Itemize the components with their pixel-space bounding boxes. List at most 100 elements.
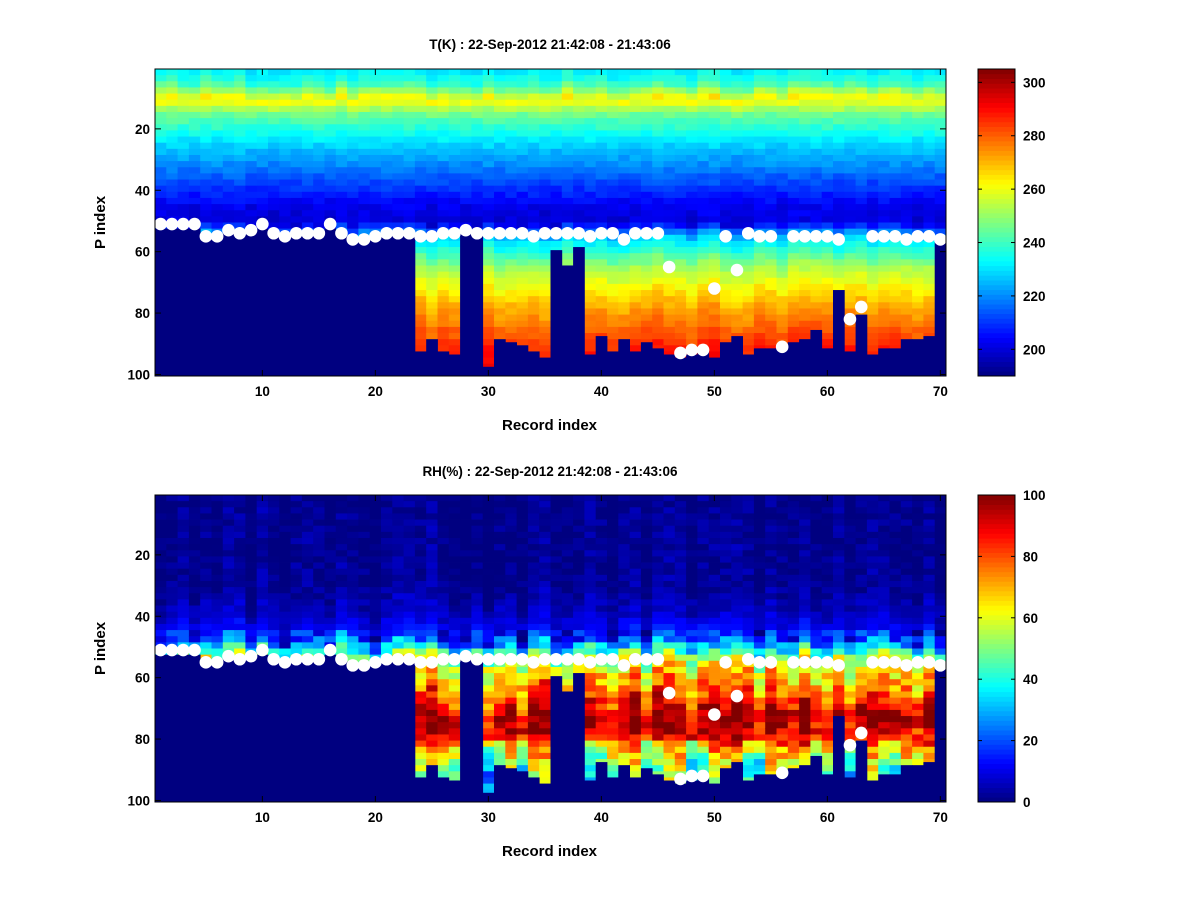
humidity-cell (414, 679, 427, 686)
humidity-cell (234, 507, 246, 514)
temperature-cell (878, 216, 890, 223)
temperature-cell (720, 308, 732, 315)
colorbar-swatch (978, 332, 1015, 339)
humidity-cell (550, 531, 563, 539)
temperature-cell (765, 81, 777, 88)
humidity-cell (731, 716, 743, 723)
temperature-surface-marker (391, 226, 405, 240)
temperature-cell (448, 124, 461, 131)
temperature-cell (482, 277, 495, 285)
temperature-cell (539, 161, 551, 168)
humidity-cell (234, 599, 246, 606)
humidity-cell (324, 593, 337, 600)
temperature-cell (810, 179, 823, 187)
temperature-cell (177, 204, 190, 211)
temperature-cell (889, 142, 902, 150)
humidity-cell (426, 580, 438, 588)
humidity-cell (720, 722, 732, 729)
temperature-cell (607, 259, 619, 266)
humidity-cell (573, 507, 585, 514)
humidity-cell (448, 611, 461, 619)
humidity-cell (629, 679, 642, 686)
humidity-cell (245, 623, 258, 631)
humidity-cell (753, 722, 766, 729)
temperature-cell (324, 197, 337, 205)
humidity-cell (234, 593, 246, 600)
temperature-cell (403, 130, 416, 137)
temperature-cell (256, 87, 269, 94)
humidity-cell (403, 593, 416, 600)
temperature-cell (595, 124, 608, 131)
humidity-cell (482, 580, 495, 588)
temperature-cell (550, 179, 563, 187)
humidity-cell (731, 740, 743, 748)
humidity-cell (686, 623, 698, 631)
temperature-cell (923, 210, 936, 217)
humidity-cell (335, 630, 348, 637)
temperature-cell (765, 265, 777, 273)
temperature-cell (629, 124, 642, 131)
temperature-cell (618, 191, 630, 199)
humidity-cell (313, 537, 325, 545)
humidity-cell (188, 537, 201, 545)
temperature-column (222, 69, 235, 236)
humidity-cell (245, 617, 258, 625)
humidity-cell (494, 685, 506, 692)
temperature-cell (426, 253, 438, 260)
temperature-cell (618, 161, 630, 168)
temperature-cell (414, 290, 427, 297)
temperature-cell (742, 210, 755, 217)
temperature-cell (776, 326, 789, 334)
temperature-cell (279, 197, 291, 205)
temperature-cell (878, 271, 890, 279)
temperature-cell (844, 87, 856, 94)
temperature-cell (923, 222, 936, 230)
temperature-cell (652, 314, 664, 322)
temperature-cell (527, 247, 540, 254)
temperature-cell (753, 191, 766, 199)
humidity-cell (437, 617, 450, 625)
humidity-cell (663, 673, 676, 680)
humidity-cell (358, 556, 371, 563)
humidity-cell (505, 611, 517, 619)
humidity-cell (347, 525, 359, 533)
y-tick-label: 40 (135, 183, 150, 198)
humidity-cell (708, 759, 721, 766)
temperature-cell (629, 87, 642, 94)
temperature-surface-marker (888, 230, 902, 243)
temperature-cell (640, 314, 653, 322)
humidity-cell (290, 599, 303, 606)
humidity-cell (742, 716, 755, 723)
temperature-cell (245, 111, 258, 119)
temperature-cell (539, 265, 551, 273)
temperature-cell (335, 136, 348, 144)
temperature-cell (155, 173, 167, 180)
temperature-cell (765, 253, 777, 260)
humidity-cell (155, 501, 167, 508)
temperature-cell (222, 167, 235, 174)
temperature-cell (674, 277, 687, 285)
temperature-cell (494, 136, 506, 144)
temperature-cell (742, 314, 755, 322)
temperature-cell (245, 124, 258, 131)
humidity-cell (437, 599, 450, 606)
humidity-cell (629, 746, 642, 754)
humidity-cell (720, 679, 732, 686)
temperature-cell (177, 161, 190, 168)
humidity-cell (426, 630, 438, 637)
temperature-cell (527, 105, 540, 113)
temperature-cell (731, 142, 743, 150)
humidity-cell (697, 531, 710, 539)
humidity-cell (369, 574, 382, 582)
temperature-cell (573, 216, 585, 223)
humidity-cell (347, 531, 359, 539)
temperature-cell (550, 148, 563, 156)
temperature-cell (708, 197, 721, 205)
humidity-cell (663, 709, 676, 717)
humidity-cell (279, 513, 291, 520)
humidity-cell (686, 654, 698, 662)
temperature-cell (866, 216, 879, 223)
humidity-cell (200, 605, 212, 613)
humidity-cell (437, 685, 450, 692)
temperature-cell (866, 290, 879, 297)
